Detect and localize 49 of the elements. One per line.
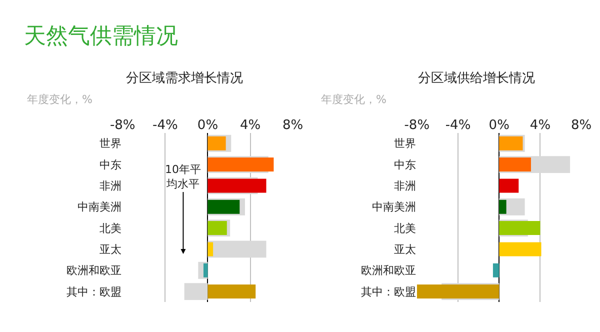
y-tick-label: 非洲: [394, 180, 416, 193]
x-tick-label: 0%: [488, 118, 510, 134]
x-tick-label: -8%: [110, 118, 136, 134]
y-tick-label: 中东: [100, 158, 122, 172]
x-tick-label: -4%: [152, 118, 178, 134]
y-tick-label: 北美: [394, 222, 416, 235]
y-tick-label: 其中：欧盟: [360, 285, 416, 298]
y-axis-title: 年度变化，%: [27, 93, 92, 106]
y-tick-label: 欧洲和欧亚: [360, 264, 416, 278]
bar: [184, 283, 208, 300]
y-tick-label: 欧洲和欧亚: [66, 264, 122, 278]
chart-title: 分区域需求增长情况: [126, 71, 243, 86]
x-tick-label: 4%: [240, 118, 261, 134]
y-tick-label: 中东: [394, 158, 416, 172]
bar: [208, 178, 266, 193]
x-tick-label: 8%: [282, 118, 304, 134]
x-tick-label: 4%: [530, 118, 551, 134]
bar: [416, 284, 500, 299]
bar: [208, 136, 226, 150]
bar: [499, 178, 519, 193]
y-tick-label: 中南美洲: [372, 200, 416, 214]
y-tick-label: 北美: [100, 222, 122, 235]
x-tick-label: -8%: [404, 118, 430, 134]
y-tick-label: 中南美洲: [78, 200, 122, 214]
bar: [208, 158, 274, 172]
bar: [499, 221, 540, 236]
bar: [208, 240, 266, 258]
y-tick-label: 亚太: [100, 243, 122, 256]
text: 天然气供需情况: [24, 24, 178, 49]
bar: [492, 263, 500, 278]
x-tick-label: 0%: [197, 118, 218, 134]
y-tick-label: 世界: [394, 137, 416, 150]
bar: [208, 221, 227, 236]
bar: [208, 200, 240, 214]
bar: [208, 242, 214, 256]
bar: [499, 242, 542, 256]
y-tick-label: 亚太: [394, 243, 416, 256]
bar: [203, 263, 208, 278]
bar: [499, 200, 506, 214]
x-tick-label: 8%: [571, 118, 592, 134]
annotation: 10年平均水平: [165, 163, 201, 190]
bar: [208, 284, 256, 299]
y-tick-label: 非洲: [100, 180, 122, 193]
y-tick-label: 其中：欧盟: [66, 285, 122, 298]
y-axis-title: 年度变化，%: [321, 93, 386, 106]
bar: [499, 158, 531, 172]
chart-title: 分区域供给增长情况: [418, 71, 535, 86]
x-tick-label: -4%: [445, 118, 471, 134]
y-tick-label: 世界: [100, 137, 122, 150]
